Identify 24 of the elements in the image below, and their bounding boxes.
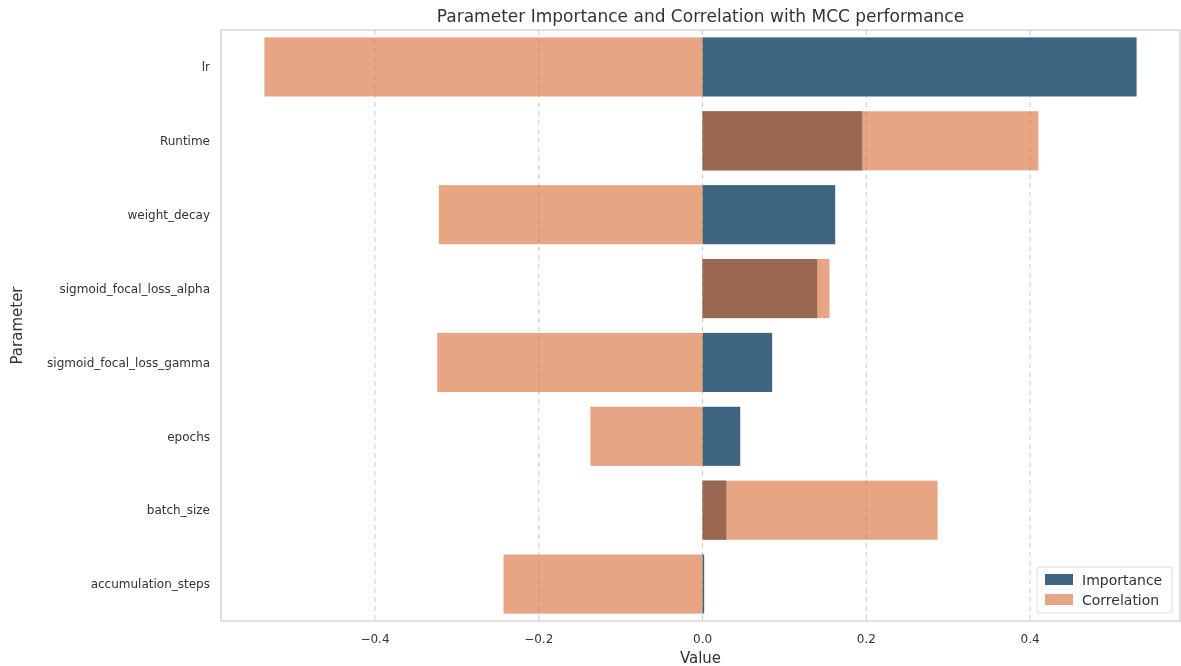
y-tick-label: batch_size: [146, 503, 210, 518]
bar: [702, 185, 836, 245]
legend-label: Correlation: [1082, 591, 1160, 608]
bar: [702, 406, 741, 466]
y-tick-label: lr: [201, 60, 211, 75]
bar: [702, 37, 1137, 97]
x-tick-label: 0.0: [693, 632, 713, 646]
bar: [702, 332, 773, 392]
y-tick-label: sigmoid_focal_loss_gamma: [47, 355, 210, 370]
legend-label: Importance: [1082, 571, 1163, 588]
x-tick-label: 0.2: [856, 632, 876, 646]
y-tick-label: accumulation_steps: [90, 577, 210, 592]
bar: [702, 480, 727, 540]
x-axis-title: Value: [679, 649, 722, 666]
chart-title: Parameter Importance and Correlation with MCC performance: [436, 6, 965, 26]
y-tick-label: Runtime: [159, 134, 210, 149]
y-tick-label: sigmoid_focal_loss_alpha: [59, 281, 210, 296]
bar: [702, 111, 863, 171]
x-tick-label: 0.4: [1020, 632, 1040, 646]
y-tick-label: weight_decay: [127, 207, 210, 222]
y-axis-title: Parameter: [8, 285, 26, 365]
x-tick-label: −0.2: [524, 632, 554, 646]
x-tick-label: −0.4: [360, 632, 390, 646]
y-tick-label: epochs: [167, 429, 210, 444]
